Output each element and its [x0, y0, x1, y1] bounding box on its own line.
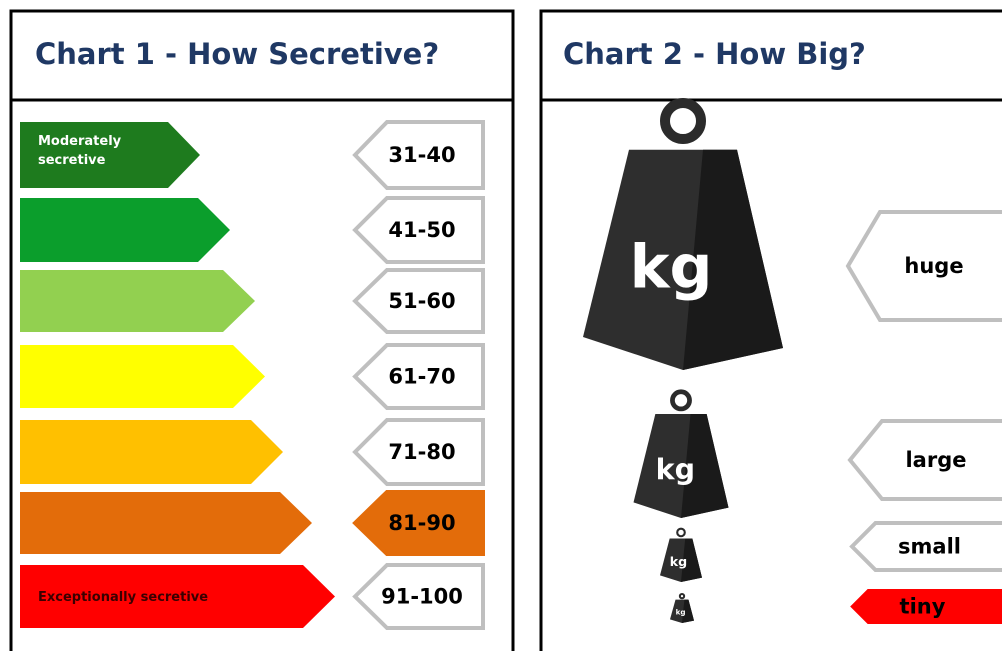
weight-label: kg	[656, 453, 695, 486]
panel-title: Chart 2 - How Big?	[563, 37, 866, 71]
weight-label: kg	[676, 607, 686, 616]
arrow-label: Exceptionally secretive	[38, 590, 208, 605]
weight-ring	[672, 392, 689, 409]
scale-arrow	[20, 270, 255, 332]
scale-arrow	[20, 198, 230, 262]
weight-label: kg	[630, 232, 713, 302]
range-label: 71-80	[388, 440, 455, 464]
panel-title: Chart 1 - How Secretive?	[35, 37, 439, 71]
size-label: tiny	[900, 595, 946, 619]
size-label: large	[905, 448, 966, 472]
page: {"charts": [ {"title": "Chart 1 - How Se…	[0, 0, 1002, 651]
scale-arrow	[20, 492, 312, 554]
scale-arrow	[20, 345, 265, 408]
weight-ring	[677, 529, 685, 537]
range-label: 81-90	[388, 511, 455, 535]
weight-label: kg	[670, 554, 687, 569]
size-label: small	[898, 535, 961, 559]
weight-ring	[680, 594, 684, 598]
range-label: 61-70	[388, 365, 455, 389]
arrow-label: Moderately secretive	[38, 132, 158, 170]
range-label: 41-50	[388, 218, 455, 242]
size-label: huge	[904, 254, 963, 278]
scale-arrow	[20, 420, 283, 484]
range-label: 91-100	[381, 585, 463, 609]
range-label: 51-60	[388, 289, 455, 313]
arrow-label-box: Moderately secretive	[38, 132, 158, 182]
infographic: Chart 1 - How Secretive? Chart 2 - How B…	[0, 0, 1002, 651]
weight-ring	[665, 103, 701, 139]
range-label: 31-40	[388, 143, 455, 167]
